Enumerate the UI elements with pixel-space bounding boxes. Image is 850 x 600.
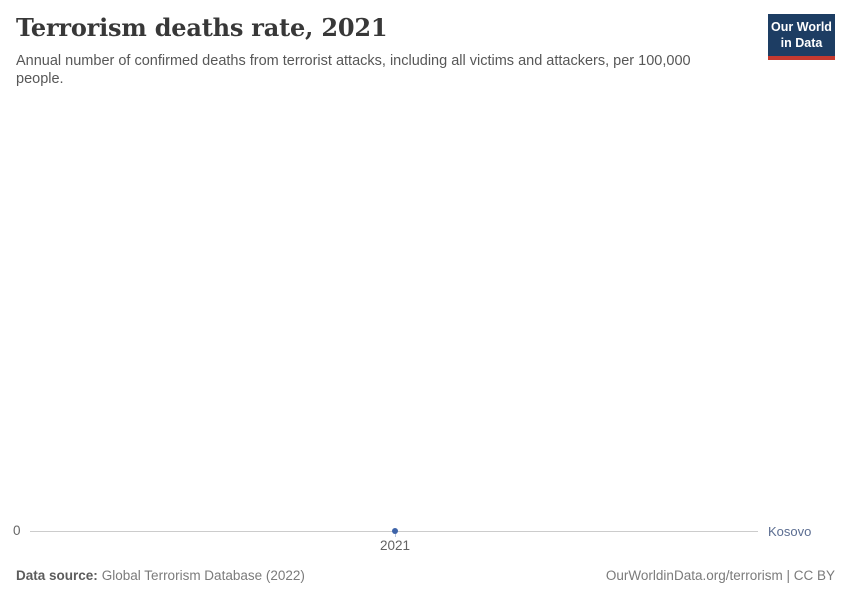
y-axis-zero-label: 0	[13, 523, 21, 538]
owid-logo-line1: Our World	[771, 20, 832, 34]
x-axis-tick-label: 2021	[379, 538, 411, 553]
entity-label-kosovo[interactable]: Kosovo	[768, 524, 812, 539]
chart-title: Terrorism deaths rate, 2021	[16, 13, 388, 42]
data-source-label: Data source:	[16, 568, 98, 583]
chart-footer: Data source: Global Terrorism Database (2…	[16, 568, 835, 583]
plot-area	[0, 100, 850, 530]
data-source-value: Global Terrorism Database (2022)	[101, 568, 305, 583]
data-point-kosovo-2021[interactable]	[392, 528, 398, 534]
owid-logo-line2: in Data	[780, 36, 823, 51]
x-axis-tick-mark	[395, 532, 396, 537]
data-source-line: Data source: Global Terrorism Database (2…	[16, 568, 305, 583]
owid-logo[interactable]: Our World in Data	[768, 14, 835, 60]
owid-credit-link[interactable]: OurWorldinData.org/terrorism | CC BY	[605, 568, 835, 583]
chart-subtitle: Annual number of confirmed deaths from t…	[16, 53, 691, 88]
